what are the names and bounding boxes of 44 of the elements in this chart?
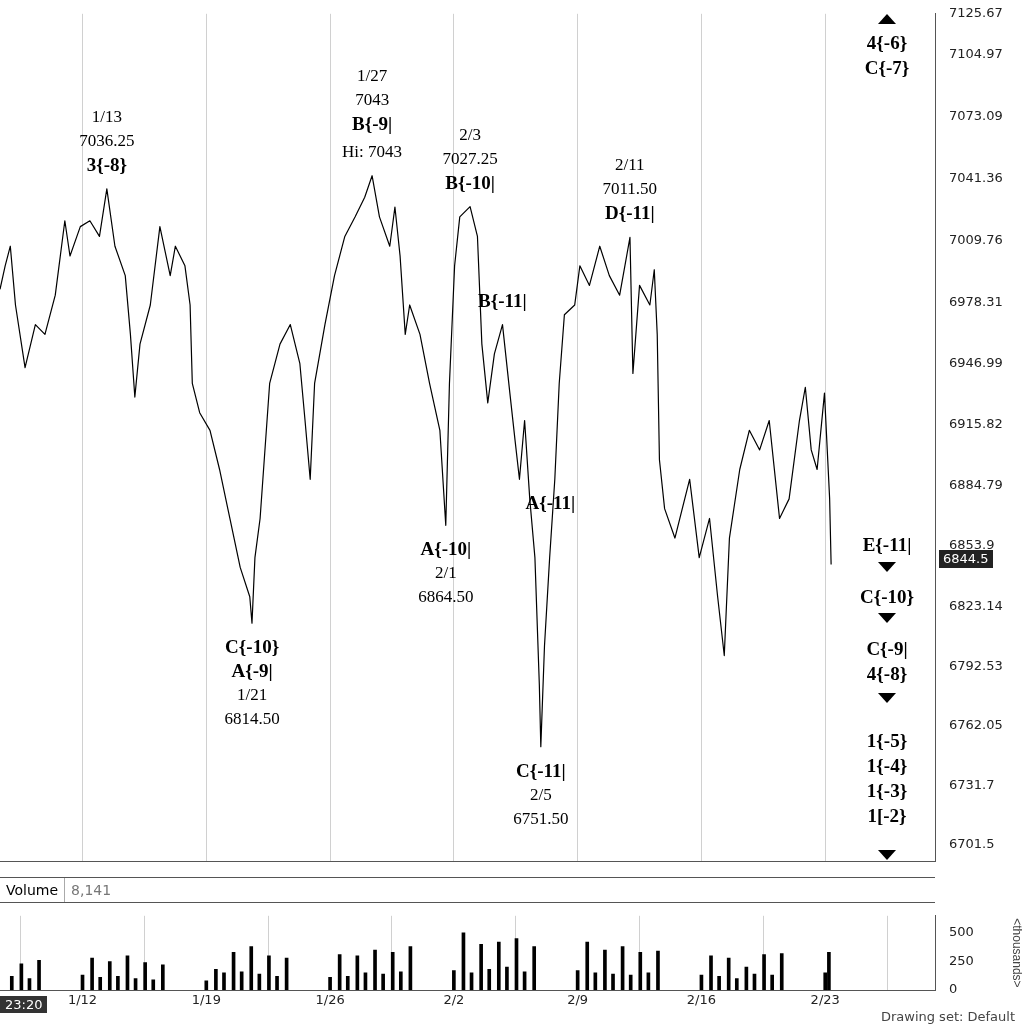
annotation: C{-11| 2/5 6751.50 [513,758,569,830]
y-tick-label: 7073.09 [949,108,1003,124]
x-tick-label: 2/9 [567,992,589,1008]
y-tick-label: 7104.97 [949,45,1003,61]
y-tick-label: 6792.53 [949,657,1003,673]
y-tick-label: 6978.31 [949,293,1003,309]
y-tick-label: 6853.9 [949,537,995,553]
text: 6844.5 [939,550,993,568]
y-axis-title: <thousands> [1010,918,1024,988]
chart-subtitle: 8,141 [64,878,118,902]
annotation: C{-10} A{-9| 1/21 6814.50 [224,635,280,731]
x-tick-label: 1/12 [67,992,98,1008]
annotation: C{-10} [859,585,915,609]
x-tick-label: 1/26 [315,992,345,1008]
annotation: C{-9| 4{-8} [865,637,909,686]
y-tick-label: 500 [949,924,974,940]
y-tick-label: 7009.76 [949,232,1003,248]
annotation: 1{-5} 1{-4} 1{-3} 1[-2} [865,729,909,828]
y-tick-label: 0 [949,981,958,997]
chart-title: Volume [5,881,60,900]
x-tick-label: 2/16 [686,992,717,1008]
annotation: 4{-6} C{-7} [863,31,911,80]
x-tick-label: 2/23 [810,992,840,1008]
y-tick-label: 6884.79 [949,476,1003,492]
y-tick-label: 6823.14 [949,597,1003,613]
y-tick-label: 7125.67 [949,5,1003,21]
text: Drawing set: Default [879,1008,1016,1025]
annotation: E{-11| [861,533,913,557]
y-tick-label: 6731.7 [949,776,995,792]
y-tick-label: 6701.5 [949,835,995,851]
x-tick-label: 2/2 [443,992,465,1008]
annotation: Hi: 7043 [342,140,403,163]
y-tick-label: 250 [949,952,974,968]
y-tick-label: 7041.36 [949,170,1003,186]
annotation: 1/27 7043 B{-9| [352,64,393,136]
x-tick-label: 1/19 [191,992,221,1008]
text: 23:20 [0,996,48,1013]
y-tick-label: 6946.99 [949,355,1003,371]
y-tick-label: 6915.82 [949,416,1003,432]
annotation: A{-10| 2/1 6864.50 [418,537,474,609]
annotation: 1/13 7036.25 3{-8} [79,105,135,177]
y-tick-label: 6762.05 [949,717,1003,733]
annotation: 2/11 7011.50 D{-11| [602,154,658,226]
annotation: 2/3 7027.25 B{-10| [442,123,498,195]
